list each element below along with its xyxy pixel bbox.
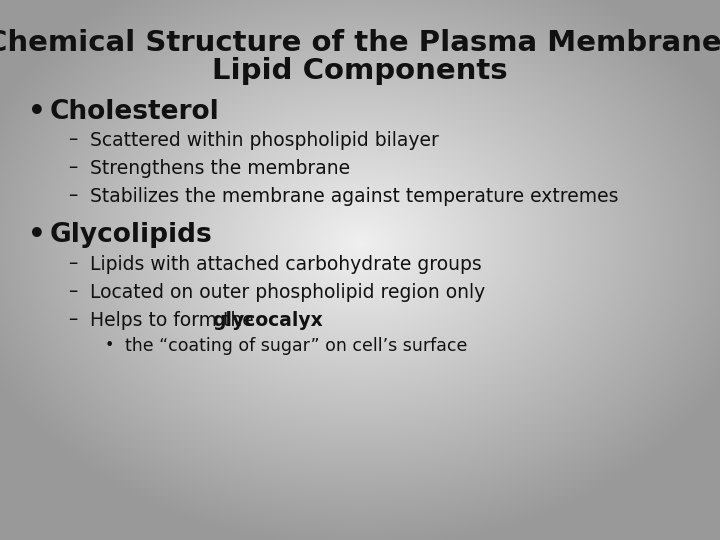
Text: –: – xyxy=(68,159,77,178)
Text: Glycolipids: Glycolipids xyxy=(50,222,212,248)
Text: Located on outer phospholipid region only: Located on outer phospholipid region onl… xyxy=(90,282,485,301)
Text: •: • xyxy=(28,98,46,126)
Text: Helps to form the: Helps to form the xyxy=(90,310,260,329)
Text: –: – xyxy=(68,310,77,329)
Text: –: – xyxy=(68,282,77,301)
Text: Scattered within phospholipid bilayer: Scattered within phospholipid bilayer xyxy=(90,131,439,150)
Text: •: • xyxy=(28,221,46,249)
Text: –: – xyxy=(68,131,77,150)
Text: the “coating of sugar” on cell’s surface: the “coating of sugar” on cell’s surface xyxy=(125,337,467,355)
Text: Stabilizes the membrane against temperature extremes: Stabilizes the membrane against temperat… xyxy=(90,186,618,206)
Text: –: – xyxy=(68,186,77,206)
Text: Chemical Structure of the Plasma Membrane:: Chemical Structure of the Plasma Membran… xyxy=(0,29,720,57)
Text: Strengthens the membrane: Strengthens the membrane xyxy=(90,159,350,178)
Text: –: – xyxy=(68,254,77,273)
Text: Cholesterol: Cholesterol xyxy=(50,99,220,125)
Text: glycocalyx: glycocalyx xyxy=(212,310,323,329)
Text: Lipid Components: Lipid Components xyxy=(212,57,508,85)
Text: Lipids with attached carbohydrate groups: Lipids with attached carbohydrate groups xyxy=(90,254,482,273)
Text: •: • xyxy=(105,339,114,354)
